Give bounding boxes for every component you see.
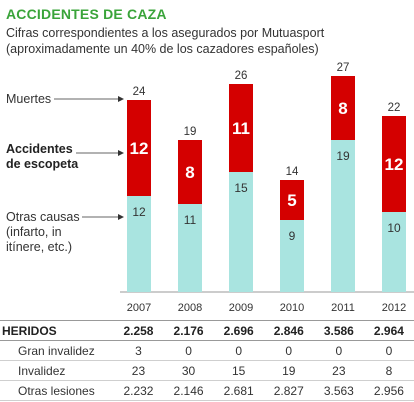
- bar-escopeta-2008: [178, 140, 202, 204]
- table-row-heridos: HERIDOS 2.258 2.176 2.696 2.846 3.586 2.964: [0, 320, 414, 341]
- label-otras-2008: 11: [184, 213, 197, 227]
- x-tick-2012: 2012: [382, 302, 406, 314]
- label-escopeta-2010: 5: [287, 191, 296, 210]
- bar-otras-2010: [280, 220, 304, 292]
- table-row-heridos-label: HERIDOS: [0, 320, 114, 341]
- table-row-1-value-2012: 0: [363, 340, 414, 361]
- legend-otras-arrow: [118, 214, 124, 220]
- table-row-1: Gran invalidez 3 0 0 0 0 0: [0, 340, 414, 361]
- legend-escopeta-line-1: Accidentes: [6, 142, 73, 156]
- legend-otras-line-1: Otras causas: [6, 210, 80, 224]
- bar-escopeta-2012: [382, 116, 406, 212]
- table-row-2-value-2009: 15: [213, 360, 264, 381]
- table-row-3-value-2012: 2.956: [363, 380, 414, 401]
- label-otras-2011: 19: [336, 149, 350, 163]
- label-otras-2010: 9: [289, 229, 296, 243]
- bar-escopeta-2009: [229, 84, 253, 172]
- heridos-table: HERIDOS 2.258 2.176 2.696 2.846 3.586 2.964 Gra…: [0, 320, 414, 401]
- chart-subtitle-line-1: Cifras correspondientes a los asegurados…: [6, 26, 325, 40]
- label-otras-2007: 12: [132, 205, 146, 219]
- bars-group: 12 12 24 2007 11 8 19 2008 15 11 26 2009 9 5 14 2010 19 8…: [127, 62, 406, 314]
- label-escopeta-2011: 8: [338, 99, 347, 118]
- table-row-1-label: Gran invalidez: [0, 340, 114, 361]
- table-row-3-value-2009: 2.681: [213, 380, 264, 401]
- label-total-2007: 24: [133, 86, 146, 98]
- legend-otras-line-3: itínere, etc.): [6, 240, 72, 254]
- bar-escopeta-2007: [127, 100, 151, 196]
- label-escopeta-2009: 11: [232, 119, 250, 138]
- x-tick-2009: 2009: [229, 302, 253, 314]
- table-row-1-value-2007: 3: [113, 340, 164, 361]
- table-row-heridos-value-2009: 2.696: [213, 320, 264, 341]
- table-row-heridos-value-2007: 2.258: [113, 320, 164, 341]
- table-row-heridos-value-2011: 3.586: [313, 320, 364, 341]
- table-row-2-value-2008: 30: [163, 360, 214, 381]
- bar-otras-2008: [178, 204, 202, 292]
- legend-muertes-arrow: [118, 96, 124, 102]
- label-escopeta-2012: 12: [385, 155, 404, 174]
- x-tick-2011: 2011: [331, 302, 355, 314]
- bar-otras-2011: [331, 140, 355, 292]
- table-row-heridos-value-2012: 2.964: [363, 320, 414, 341]
- bar-otras-2009: [229, 172, 253, 292]
- bar-otras-2007: [127, 196, 151, 292]
- legend-escopeta-arrow: [118, 150, 124, 156]
- table-row-1-value-2008: 0: [163, 340, 214, 361]
- label-total-2008: 19: [184, 126, 197, 138]
- label-otras-2012: 10: [387, 221, 401, 235]
- x-tick-2010: 2010: [280, 302, 304, 314]
- table-row-2-value-2007: 23: [113, 360, 164, 381]
- table-row-3-value-2007: 2.232: [113, 380, 164, 401]
- label-total-2012: 22: [388, 102, 401, 114]
- stacked-bar-chart: Muertes Accidentes de escopeta Otras cau…: [6, 62, 414, 314]
- table-row-heridos-value-2008: 2.176: [163, 320, 214, 341]
- table-row-2-value-2011: 23: [313, 360, 364, 381]
- table-row-3-label: Otras lesiones: [0, 380, 114, 401]
- table-row-1-value-2010: 0: [263, 340, 314, 361]
- table-row-2-value-2010: 19: [263, 360, 314, 381]
- label-total-2011: 27: [337, 62, 350, 74]
- label-otras-2009: 15: [234, 181, 248, 195]
- table-row-2-value-2012: 8: [363, 360, 414, 381]
- table-row-3-value-2010: 2.827: [263, 380, 314, 401]
- bar-escopeta-2011: [331, 76, 355, 140]
- x-tick-2008: 2008: [178, 302, 202, 314]
- table-row-heridos-value-2010: 2.846: [263, 320, 314, 341]
- label-escopeta-2007: 12: [130, 139, 149, 158]
- table-row-3-value-2011: 3.563: [313, 380, 364, 401]
- chart-subtitle-line-2: (aproximadamente un 40% de los cazadores…: [6, 42, 319, 56]
- table-row-1-value-2011: 0: [313, 340, 364, 361]
- table-row-3-value-2008: 2.146: [163, 380, 214, 401]
- label-total-2009: 26: [235, 70, 248, 82]
- legend-escopeta-line-2: de escopeta: [6, 157, 79, 171]
- table-row-3: Otras lesiones 2.232 2.146 2.681 2.827 3.563 2…: [0, 380, 414, 401]
- label-total-2010: 14: [286, 166, 299, 178]
- bar-escopeta-2010: [280, 180, 304, 220]
- table-row-2-label: Invalidez: [0, 360, 114, 381]
- table-row-2: Invalidez 23 30 15 19 23 8: [0, 360, 414, 381]
- legend: Muertes Accidentes de escopeta Otras cau…: [6, 92, 124, 254]
- table-row-1-value-2009: 0: [213, 340, 264, 361]
- bar-otras-2012: [382, 212, 406, 292]
- chart-title: ACCIDENTES DE CAZA: [6, 6, 167, 22]
- legend-otras-line-2: (infarto, in: [6, 225, 62, 239]
- x-tick-2007: 2007: [127, 302, 151, 314]
- legend-muertes: Muertes: [6, 92, 51, 106]
- label-escopeta-2008: 8: [185, 163, 194, 182]
